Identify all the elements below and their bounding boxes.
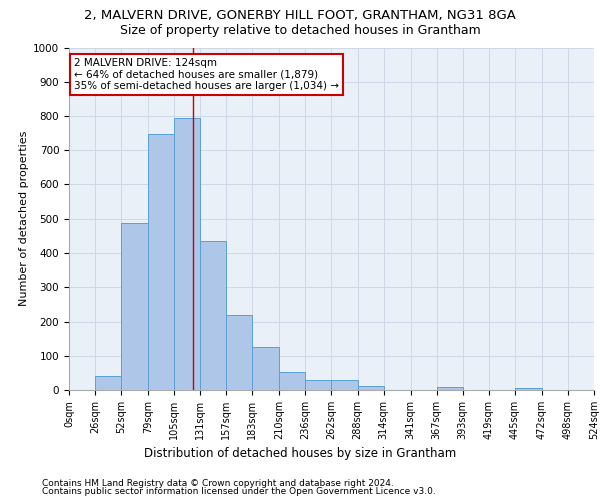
Bar (253, 346, 280, 390)
Text: Contains public sector information licensed under the Open Government Licence v3: Contains public sector information licen… (42, 487, 436, 496)
Bar (280, 372, 305, 390)
Bar (437, 388, 463, 390)
Bar (358, 386, 383, 390)
Text: 2 MALVERN DRIVE: 124sqm
← 64% of detached houses are smaller (1,879)
35% of semi: 2 MALVERN DRIVE: 124sqm ← 64% of detache… (74, 58, 339, 91)
Bar (331, 380, 358, 390)
Text: Distribution of detached houses by size in Grantham: Distribution of detached houses by size … (144, 448, 456, 460)
Bar (226, 316, 253, 390)
Bar (148, 134, 174, 390)
Text: Size of property relative to detached houses in Grantham: Size of property relative to detached ho… (119, 24, 481, 37)
Bar (515, 388, 542, 390)
Bar (305, 380, 331, 390)
Bar (95, 376, 121, 390)
Text: Contains HM Land Registry data © Crown copyright and database right 2024.: Contains HM Land Registry data © Crown c… (42, 478, 394, 488)
Bar (121, 223, 148, 390)
Text: 2, MALVERN DRIVE, GONERBY HILL FOOT, GRANTHAM, NG31 8GA: 2, MALVERN DRIVE, GONERBY HILL FOOT, GRA… (84, 9, 516, 22)
Bar (174, 118, 200, 390)
Bar (200, 241, 226, 390)
Y-axis label: Number of detached properties: Number of detached properties (19, 131, 29, 306)
